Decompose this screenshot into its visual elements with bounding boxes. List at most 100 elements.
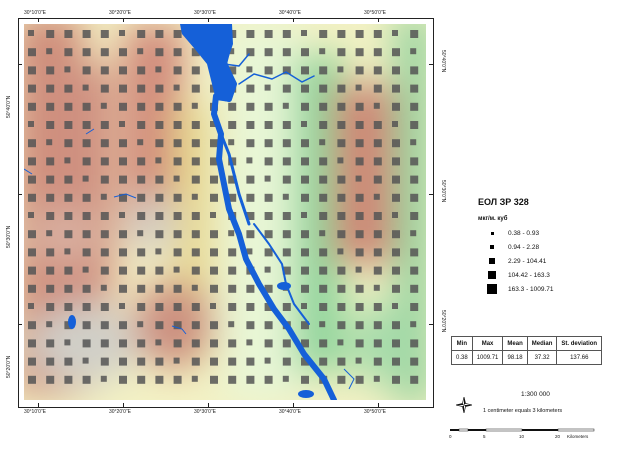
sample-point [119, 284, 127, 293]
latitude-label: 50°40'0"N [6, 95, 12, 118]
sample-point [64, 266, 73, 275]
sample-point [282, 102, 289, 109]
legend-item-label: 104.42 - 163.3 [508, 272, 550, 279]
sample-point [119, 139, 127, 148]
latitude-tick [18, 324, 22, 325]
scale-tick-label: 20 [555, 434, 561, 439]
sample-point [155, 175, 164, 184]
legend-item: 163.3 - 1009.71 [478, 284, 618, 298]
sample-point [337, 139, 346, 148]
sample-point [46, 157, 55, 166]
sample-point [337, 303, 346, 311]
streams [24, 128, 355, 390]
sample-point [301, 375, 309, 384]
sample-point [82, 121, 91, 129]
sample-point [319, 193, 328, 202]
sample-point [191, 303, 200, 311]
longitude-label: 30°40'0"E [279, 409, 301, 415]
sample-point [155, 266, 164, 275]
sample-point [28, 102, 36, 111]
sample-point [392, 84, 400, 93]
sample-point [100, 66, 109, 75]
sample-point [410, 230, 417, 237]
sample-point [191, 212, 200, 220]
sample-point [46, 321, 53, 328]
sample-point [301, 357, 309, 366]
sample-point [28, 339, 36, 348]
sample-point [355, 284, 364, 293]
sample-point [319, 139, 326, 146]
sample-point [173, 48, 182, 57]
sample-point [373, 66, 382, 75]
sample-point [155, 357, 164, 366]
sample-point [173, 102, 182, 111]
sample-point [100, 48, 109, 57]
sample-point [264, 248, 273, 257]
sample-point [28, 66, 36, 75]
legend-item-label: 0.38 - 0.93 [508, 230, 540, 237]
sample-point [28, 175, 36, 184]
sample-point [82, 84, 89, 91]
sample-point [228, 357, 237, 366]
sample-point [337, 121, 346, 129]
sample-point [82, 66, 91, 75]
sample-point [28, 157, 36, 166]
latitude-tick [429, 194, 433, 195]
sample-point [301, 339, 309, 348]
sample-point [82, 193, 91, 202]
sample-point [46, 284, 55, 293]
sample-point [410, 248, 419, 257]
sample-point [64, 284, 73, 293]
longitude-tick [38, 403, 39, 407]
sample-point [173, 266, 180, 273]
sample-point [264, 84, 271, 91]
sample-point [173, 248, 182, 257]
sample-point [301, 248, 309, 257]
sample-point [46, 175, 55, 184]
longitude-tick [293, 18, 294, 22]
sample-point [119, 157, 127, 166]
sample-point [46, 48, 53, 55]
sample-point [373, 284, 380, 291]
sample-point [173, 84, 180, 91]
sample-point [228, 339, 237, 348]
sample-point [337, 175, 346, 184]
sample-point [301, 102, 309, 111]
sample-point [64, 157, 71, 164]
sample-point [210, 175, 218, 184]
sample-point [246, 175, 255, 184]
latitude-tick [18, 64, 22, 65]
sample-point [64, 230, 73, 239]
sample-point [100, 139, 109, 148]
sample-point [301, 266, 309, 275]
sample-point [337, 357, 346, 366]
sample-point [137, 102, 146, 111]
sample-point [264, 357, 271, 364]
map-canvas[interactable] [24, 24, 426, 400]
sample-point [64, 121, 73, 129]
sample-point [46, 30, 55, 38]
sample-point [373, 84, 382, 93]
sample-point [282, 84, 291, 93]
sample-point [410, 339, 419, 348]
sample-point [410, 175, 419, 184]
sample-point [410, 284, 419, 293]
sample-point [373, 102, 380, 109]
sample-point [355, 30, 364, 38]
sample-point [100, 230, 109, 239]
sample-point [191, 102, 198, 109]
sample-point [100, 303, 109, 311]
sample-point [355, 321, 364, 330]
legend-item-label: 163.3 - 1009.71 [508, 286, 554, 293]
sample-point [46, 266, 55, 275]
longitude-tick [293, 403, 294, 407]
sample-point [410, 375, 419, 384]
sample-point [228, 193, 237, 202]
sample-point [410, 321, 417, 328]
sample-point [301, 121, 307, 127]
sample-point [210, 248, 218, 257]
longitude-label: 30°10'0"E [24, 10, 46, 16]
sample-point [373, 321, 382, 330]
sample-point [246, 284, 255, 293]
sample-point [392, 375, 400, 384]
